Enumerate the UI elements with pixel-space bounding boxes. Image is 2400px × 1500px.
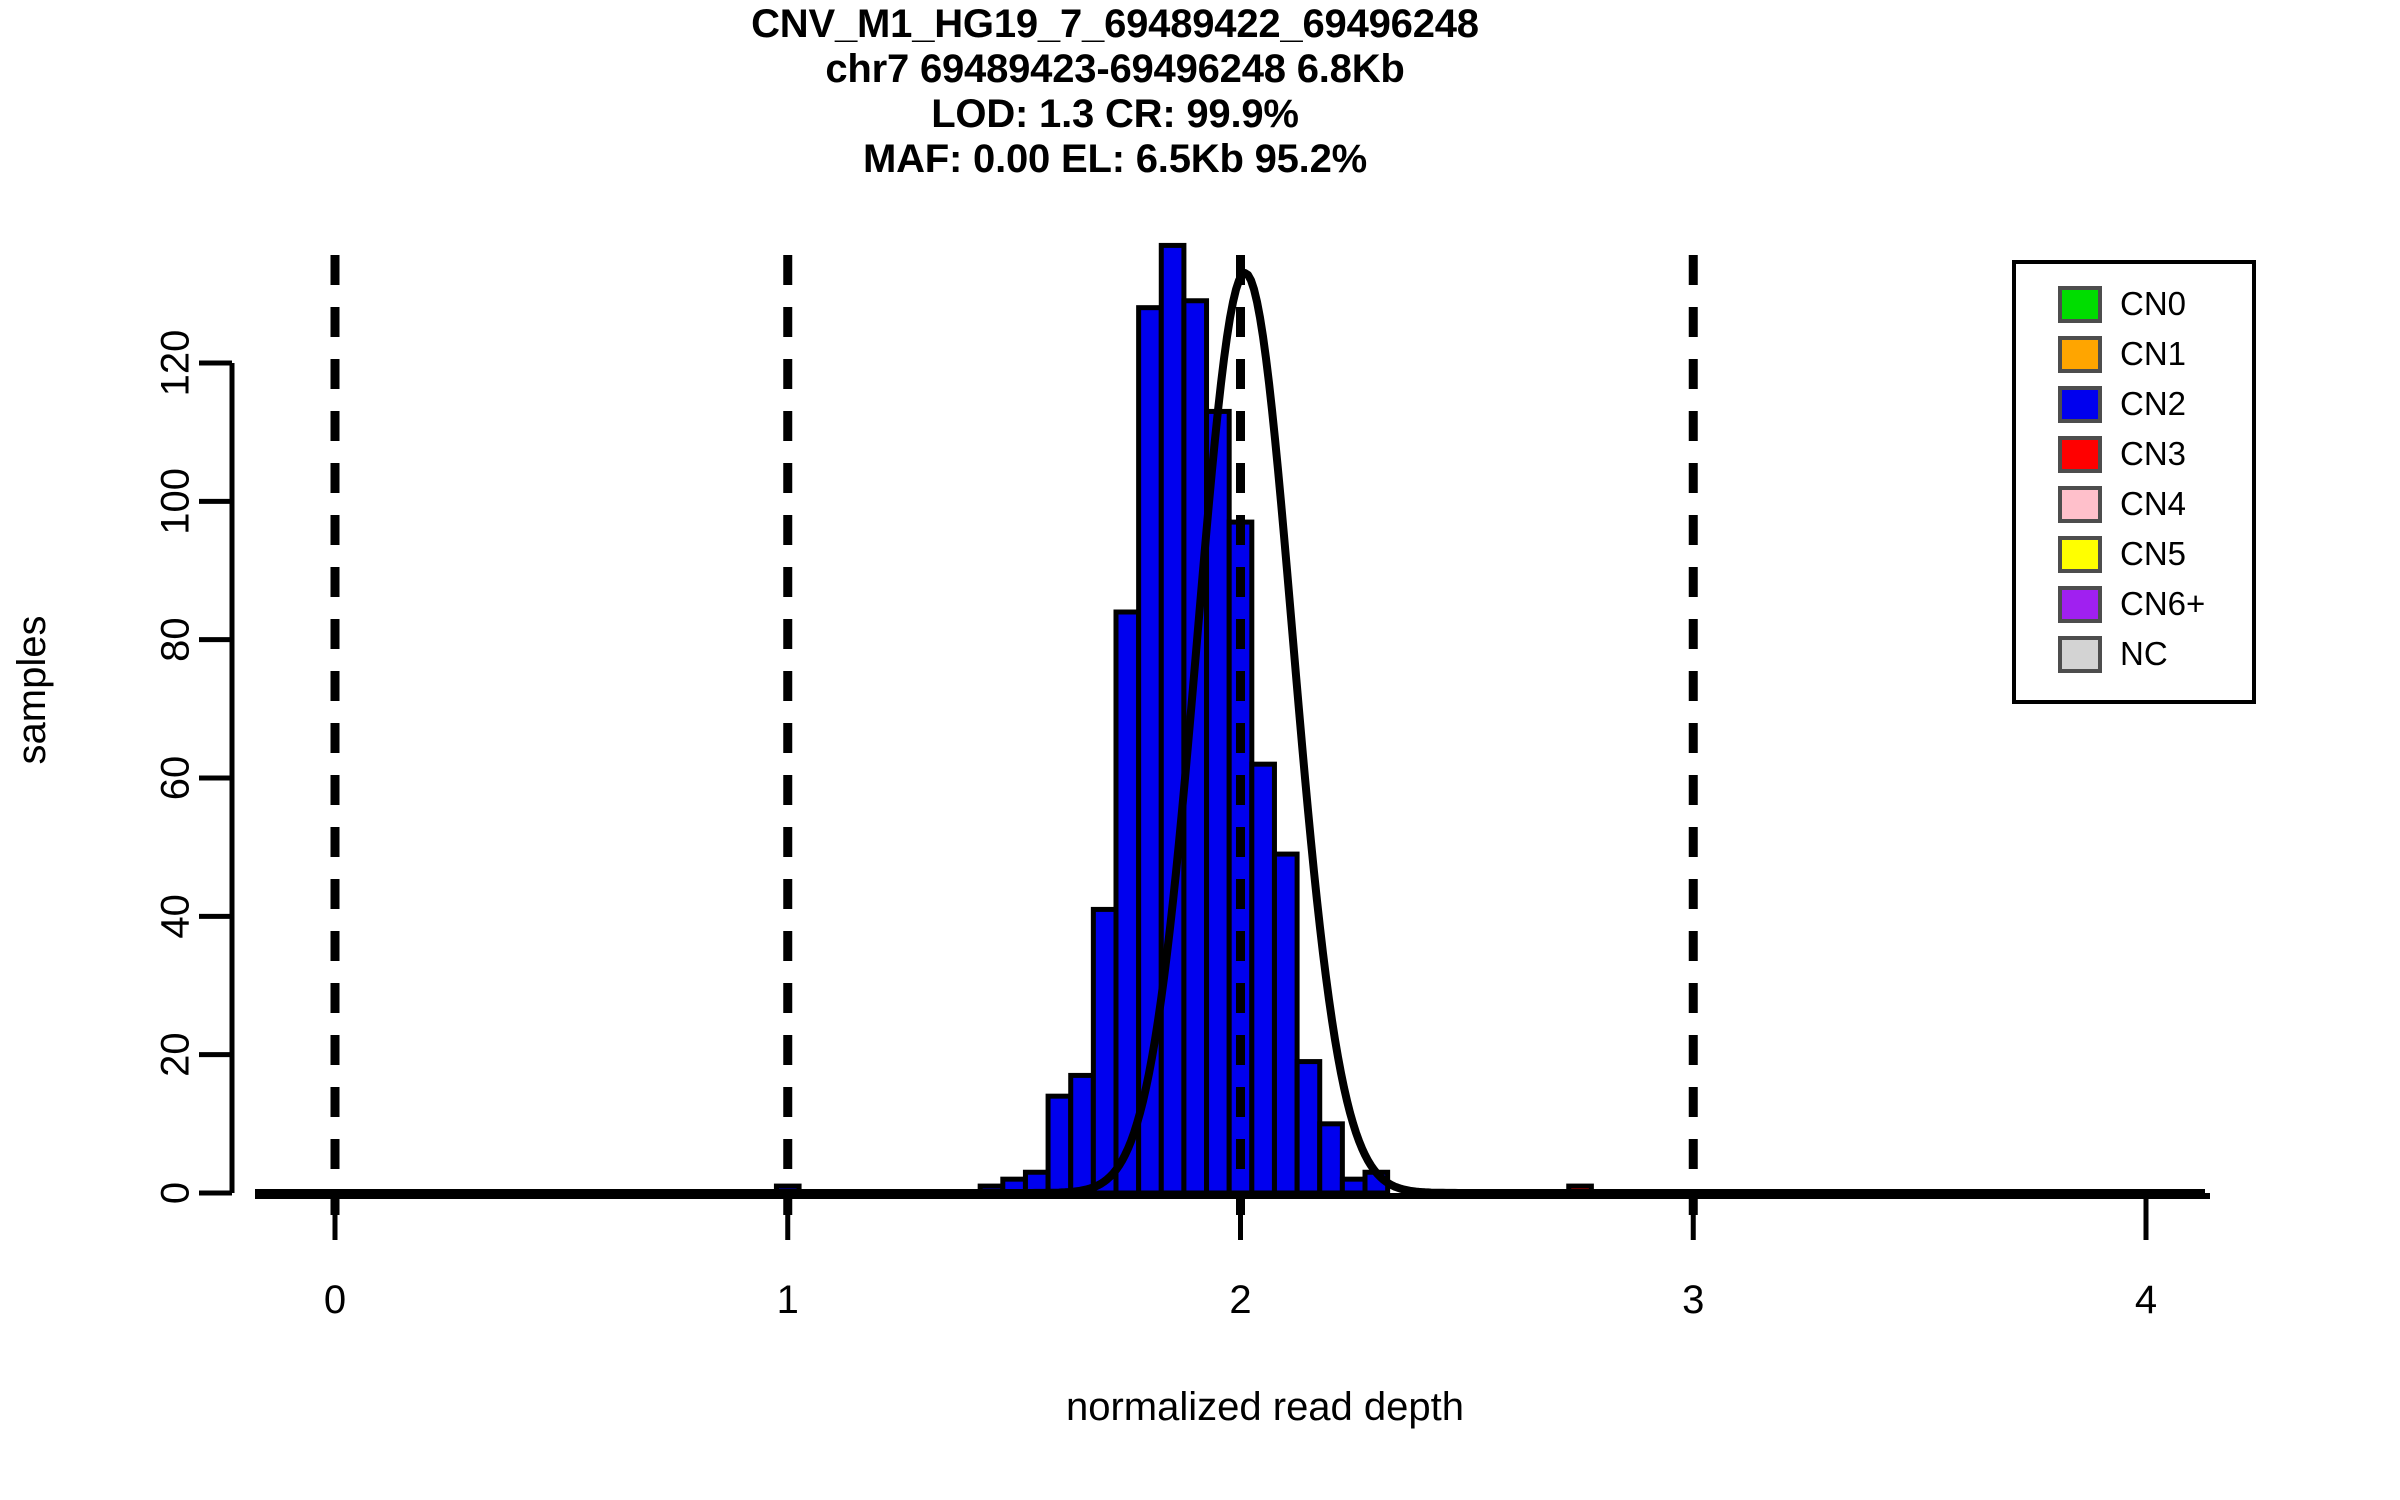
legend-swatch-cn1: [2058, 336, 2102, 373]
legend-label-cn6plus: CN6+: [2120, 585, 2205, 622]
x-tick-label: 0: [324, 1278, 346, 1322]
title-line-3: LOD: 1.3 CR: 99.9%: [931, 92, 1299, 136]
legend: CN0 CN1 CN2 CN3 CN4 CN5 CN6+ NC: [2012, 260, 2256, 704]
legend-label-cn1: CN1: [2120, 335, 2186, 372]
legend-label-cn3: CN3: [2120, 435, 2186, 472]
legend-label-cn4: CN4: [2120, 485, 2186, 522]
y-axis: 0 20 40 60 80 100 120: [154, 330, 235, 1204]
histogram-bar: [1339, 1176, 1368, 1196]
x-axis: 0 1 2 3 4: [255, 1193, 2210, 1322]
histogram-bar: [1317, 1121, 1345, 1196]
legend-label-cn2: CN2: [2120, 385, 2186, 422]
y-tick-label: 80: [154, 617, 198, 662]
legend-swatch-cn3: [2058, 436, 2102, 473]
legend-label-cn5: CN5: [2120, 535, 2186, 572]
legend-label-nc: NC: [2120, 635, 2168, 672]
legend-swatch-nc: [2058, 636, 2102, 673]
legend-swatch-cn5: [2058, 536, 2102, 573]
histogram-bar: [1294, 1059, 1323, 1196]
histogram-bar: [1249, 761, 1277, 1196]
x-axis-title: normalized read depth: [1066, 1385, 1464, 1429]
histogram-bar: [1158, 242, 1187, 1196]
histogram-bar: [1271, 851, 1300, 1196]
x-tick-label: 1: [777, 1278, 799, 1322]
y-tick-label: 0: [154, 1182, 198, 1204]
legend-label-cn0: CN0: [2120, 285, 2186, 322]
legend-swatch-cn4: [2058, 486, 2102, 523]
histogram-bars: [773, 242, 1594, 1196]
title-line-4: MAF: 0.00 EL: 6.5Kb 95.2%: [862, 137, 1368, 181]
histogram-bar: [1045, 1093, 1074, 1196]
legend-swatch-cn0: [2058, 286, 2102, 323]
y-tick-label: 40: [154, 894, 198, 939]
y-tick-label: 60: [154, 756, 198, 801]
copy-number-reference-lines: [330, 255, 1698, 1215]
histogram-bar: [1090, 906, 1119, 1196]
density-curve: [254, 269, 2206, 1197]
plot-title: CNV_M1_HG19_7_69489422_69496248 chr7 694…: [0, 2, 2230, 182]
title-line-2: chr7 69489423-69496248 6.8Kb: [825, 47, 1405, 91]
x-tick-label: 4: [2135, 1278, 2157, 1322]
y-tick-label: 100: [154, 468, 198, 535]
y-axis-title: samples: [10, 616, 54, 765]
title-line-1: CNV_M1_HG19_7_69489422_69496248: [751, 2, 1479, 46]
legend-swatch-cn6plus: [2058, 586, 2102, 623]
histogram-bar: [1068, 1072, 1096, 1196]
x-tick-label: 3: [1682, 1278, 1704, 1322]
x-tick-label: 2: [1229, 1278, 1251, 1322]
y-tick-label: 20: [154, 1032, 198, 1077]
histogram-bar: [1113, 609, 1142, 1196]
y-tick-label: 120: [154, 330, 198, 397]
legend-swatch-cn2: [2058, 386, 2102, 423]
